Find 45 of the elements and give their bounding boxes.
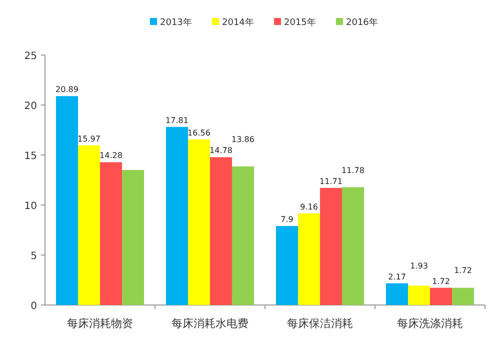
bar bbox=[188, 139, 210, 305]
bar bbox=[56, 96, 78, 305]
bar bbox=[452, 288, 474, 305]
data-label: 20.89 bbox=[56, 85, 78, 94]
x-tick-label: 每床消耗物资 bbox=[67, 317, 133, 330]
data-label: 15.97 bbox=[78, 134, 100, 144]
bar bbox=[210, 157, 232, 305]
bar bbox=[122, 170, 144, 305]
data-label: 17.81 bbox=[166, 116, 188, 125]
data-label: 13.86 bbox=[232, 135, 254, 144]
bar bbox=[232, 166, 254, 305]
bar bbox=[342, 187, 364, 305]
y-tick-label: 15 bbox=[24, 151, 37, 162]
data-label: 1.72 bbox=[454, 266, 472, 275]
data-label: 11.71 bbox=[320, 176, 342, 186]
data-label: 11.78 bbox=[342, 166, 364, 175]
legend-label: 2015年 bbox=[284, 17, 316, 28]
bar bbox=[430, 288, 452, 305]
legend-label: 2014年 bbox=[222, 17, 254, 28]
y-tick-label: 20 bbox=[24, 101, 37, 112]
x-tick-label: 每床洗涤消耗 bbox=[397, 317, 463, 330]
data-label: 14.28 bbox=[100, 151, 122, 160]
legend-label: 2013年 bbox=[160, 17, 192, 28]
data-label: 14.78 bbox=[210, 146, 232, 156]
bar bbox=[408, 286, 430, 305]
bar bbox=[320, 188, 342, 305]
data-label: 1.72 bbox=[432, 276, 450, 286]
data-label: 1.93 bbox=[410, 261, 428, 270]
data-label: 9.16 bbox=[300, 202, 318, 212]
x-tick-label: 每床消耗水电费 bbox=[172, 317, 248, 330]
data-label: 7.9 bbox=[280, 215, 294, 224]
y-tick-label: 25 bbox=[24, 51, 37, 62]
y-tick-label: 5 bbox=[30, 251, 37, 262]
bar bbox=[166, 126, 188, 305]
y-tick-label: 0 bbox=[30, 301, 37, 312]
legend-label: 2016年 bbox=[346, 17, 378, 28]
bar bbox=[100, 162, 122, 305]
data-label: 2.17 bbox=[388, 272, 406, 282]
bar bbox=[386, 283, 408, 305]
bar bbox=[298, 213, 320, 305]
bar bbox=[78, 145, 100, 305]
x-tick-label: 每床保洁消耗 bbox=[287, 317, 353, 330]
bar bbox=[276, 226, 298, 305]
y-tick-label: 10 bbox=[24, 201, 37, 212]
data-label: 16.56 bbox=[188, 128, 210, 138]
